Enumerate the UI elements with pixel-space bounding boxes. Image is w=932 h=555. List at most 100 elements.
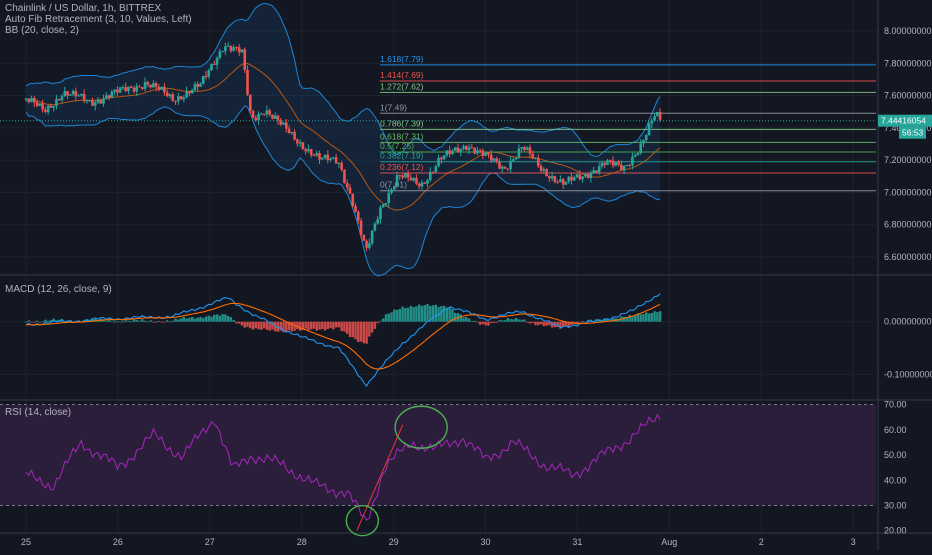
candle-body (525, 147, 529, 150)
macd-histogram-bar (354, 321, 357, 340)
candle-body (647, 123, 651, 136)
candle-body (503, 166, 507, 169)
macd-histogram-bar (110, 320, 114, 322)
candle-body (24, 98, 28, 100)
macd-histogram-bar (221, 314, 224, 322)
macd-histogram-bar (323, 321, 327, 331)
macd-histogram-bar (564, 321, 568, 326)
macd-histogram-bar (35, 320, 39, 322)
candle-body (132, 87, 136, 92)
candle-body (237, 47, 241, 53)
macd-histogram-bar (586, 319, 590, 322)
macd-tick-label: 0.00000000 (884, 317, 932, 327)
fib-level-label: 1.272(7.62) (380, 81, 424, 91)
macd-histogram-bar (135, 320, 138, 322)
candle-body (66, 91, 69, 96)
macd-histogram-bar (105, 321, 108, 323)
macd-histogram-bar (365, 321, 368, 344)
macd-histogram-bar (581, 321, 584, 322)
macd-histogram-bar (229, 317, 233, 322)
candle-body (376, 219, 379, 224)
time-tick-label: 26 (113, 537, 123, 547)
candle-body (528, 147, 532, 154)
macd-histogram-bar (307, 321, 310, 331)
candle-body (531, 153, 535, 159)
macd-histogram-bar (487, 321, 490, 326)
candle-body (381, 204, 385, 208)
candle-body (99, 100, 103, 104)
macd-histogram-bar (481, 321, 485, 325)
candle-body (146, 82, 150, 85)
price-legend[interactable]: Chainlink / US Dollar, 1h, BITTREX Auto … (5, 3, 192, 36)
candle-body (174, 100, 177, 102)
candle-body (656, 111, 659, 117)
macd-histogram-bar (240, 321, 244, 326)
candle-body (287, 128, 291, 134)
macd-histogram-bar (49, 320, 53, 322)
candle-body (332, 157, 335, 159)
candle-body (584, 173, 587, 177)
macd-histogram-bar (24, 321, 28, 323)
macd-histogram-bar (495, 321, 498, 323)
macd-histogram-bar (406, 307, 410, 322)
candle-body (406, 173, 410, 178)
candle-body (650, 120, 654, 124)
macd-histogram-bar (337, 321, 341, 328)
fib-level-label: 0.786(7.39) (380, 118, 424, 128)
macd-histogram-bar (514, 317, 518, 322)
candle-body (534, 157, 537, 159)
macd-histogram-bar (190, 316, 194, 322)
macd-histogram-bar (91, 319, 94, 322)
candle-body (572, 177, 576, 181)
macd-histogram-bar (188, 317, 191, 322)
candle-body (398, 175, 402, 177)
candle-body (426, 179, 429, 184)
candle-body (464, 146, 468, 150)
candle-body (157, 86, 161, 90)
macd-tick-label: -0.10000000 (884, 369, 932, 379)
candle-body (368, 243, 371, 248)
candle-body (606, 160, 609, 165)
candle-body (262, 113, 266, 115)
macd-histogram-bar (548, 321, 551, 326)
candle-body (273, 115, 277, 119)
candle-body (575, 174, 579, 178)
candle-body (520, 147, 523, 149)
candle-body (365, 240, 368, 248)
candle-body (260, 113, 263, 115)
macd-histogram-bar (243, 321, 246, 328)
macd-histogram-bar (440, 306, 443, 322)
rsi-legend[interactable]: RSI (14, close) (5, 407, 71, 418)
macd-histogram-bar (44, 319, 47, 322)
candle-body (30, 97, 33, 102)
candle-body (395, 175, 399, 187)
candle-body (27, 98, 31, 102)
macd-histogram-bar (550, 321, 554, 328)
macd-histogram-bar (545, 321, 548, 326)
candle-body (55, 98, 58, 106)
candle-body (509, 160, 512, 170)
candle-body (581, 176, 584, 180)
candle-body (539, 165, 543, 171)
candle-body (423, 182, 427, 184)
macd-histogram-bar (625, 317, 629, 322)
macd-legend[interactable]: MACD (12, 26, close, 9) (5, 284, 112, 295)
macd-histogram-bar (218, 315, 222, 322)
macd-histogram-bar (163, 321, 166, 323)
macd-histogram-bar (27, 320, 30, 322)
candle-body (523, 147, 526, 150)
rsi-tick-label: 70.00 (884, 400, 907, 410)
candle-body (254, 117, 258, 121)
macd-histogram-bar (334, 321, 338, 328)
candle-body (417, 183, 421, 187)
macd-histogram-bar (459, 314, 462, 322)
candle-body (370, 230, 374, 244)
macd-histogram-bar (415, 306, 418, 322)
candle-body (57, 98, 61, 101)
macd-histogram-bar (473, 320, 476, 322)
candle-body (492, 158, 496, 161)
candle-body (570, 176, 573, 181)
macd-histogram-bar (179, 318, 183, 322)
